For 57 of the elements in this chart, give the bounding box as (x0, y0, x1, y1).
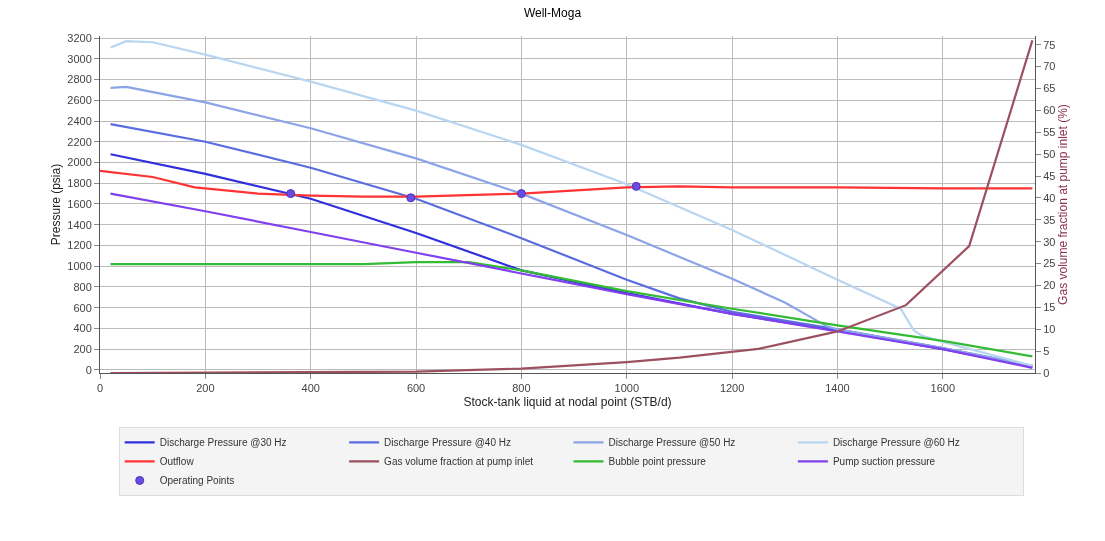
y-tick-label: 2000 (67, 156, 92, 169)
line-series (109, 192, 1034, 369)
y-tick-label: 2600 (67, 94, 92, 107)
y-tick-label: 2200 (67, 135, 92, 148)
y2-tick-label: 30 (1043, 235, 1056, 248)
y2-tick-label: 5 (1043, 344, 1050, 357)
y2-axis-title: Gas volume fraction at pump inlet (%) (1056, 104, 1071, 305)
y-tick-label: 600 (73, 301, 92, 314)
chart-title: Well-Moga (523, 5, 582, 20)
y-tick-label: 1200 (67, 239, 92, 252)
y-tick-label: 800 (73, 280, 92, 293)
x-tick-label: 200 (196, 382, 215, 395)
y2-tick-label: 55 (1043, 126, 1056, 139)
y-tick-label: 1400 (67, 218, 92, 231)
y-tick-label: 400 (73, 322, 92, 335)
y2-tick-label: 40 (1043, 191, 1056, 204)
y2-tick-label: 50 (1043, 148, 1056, 161)
y2-tick-label: 35 (1043, 213, 1056, 226)
y2-tick-label: 0 (1043, 366, 1050, 379)
x-tick-label: 600 (406, 382, 426, 395)
y-tick-label: 2800 (67, 73, 92, 86)
y-tick-label: 1800 (67, 177, 92, 190)
legend-label: Pump suction pressure (832, 456, 936, 468)
legend-label: Discharge Pressure @30 Hz (159, 437, 287, 449)
legend-label: Discharge Pressure @60 Hz (832, 437, 960, 449)
line-series (109, 260, 1034, 358)
y-tick-label: 1000 (67, 260, 92, 273)
y2-tick-label: 65 (1043, 82, 1056, 95)
y-tick-label: 0 (85, 363, 92, 376)
x-tick-label: 400 (301, 382, 320, 395)
x-tick-label: 1400 (825, 382, 850, 395)
x-tick-label: 1200 (719, 382, 745, 395)
x-tick-label: 0 (96, 382, 104, 395)
y2-tick-label: 10 (1043, 323, 1056, 336)
y-tick-label: 2400 (67, 114, 92, 127)
legend-label: Discharge Pressure @50 Hz (608, 437, 736, 449)
y-tick-label: 3000 (67, 52, 92, 65)
legend-label: Bubble point pressure (608, 456, 707, 468)
y-tick-label: 3200 (67, 31, 92, 44)
legend-label: Operating Points (159, 475, 235, 487)
legend-label: Outflow (159, 456, 195, 468)
y2-tick-label: 25 (1043, 257, 1056, 270)
x-tick-label: 1000 (614, 382, 639, 395)
x-tick-label: 1600 (930, 382, 956, 395)
y2-tick-label: 20 (1043, 279, 1056, 292)
y-tick-label: 1600 (67, 197, 92, 210)
legend-label: Discharge Pressure @40 Hz (384, 437, 511, 449)
y-tick-label: 200 (73, 343, 92, 355)
y2-tick-label: 75 (1043, 38, 1056, 51)
y-axis-title: Pressure (psia) (48, 163, 63, 246)
legend-label: Gas volume fraction at pump inlet (384, 456, 534, 468)
x-axis-title: Stock-tank liquid at nodal point (STB/d) (463, 395, 672, 410)
y2-tick-label: 70 (1043, 60, 1056, 73)
y2-tick-label: 60 (1043, 104, 1056, 117)
y2-tick-label: 45 (1043, 169, 1056, 182)
y2-tick-label: 15 (1043, 301, 1056, 314)
x-tick-label: 800 (512, 382, 531, 395)
